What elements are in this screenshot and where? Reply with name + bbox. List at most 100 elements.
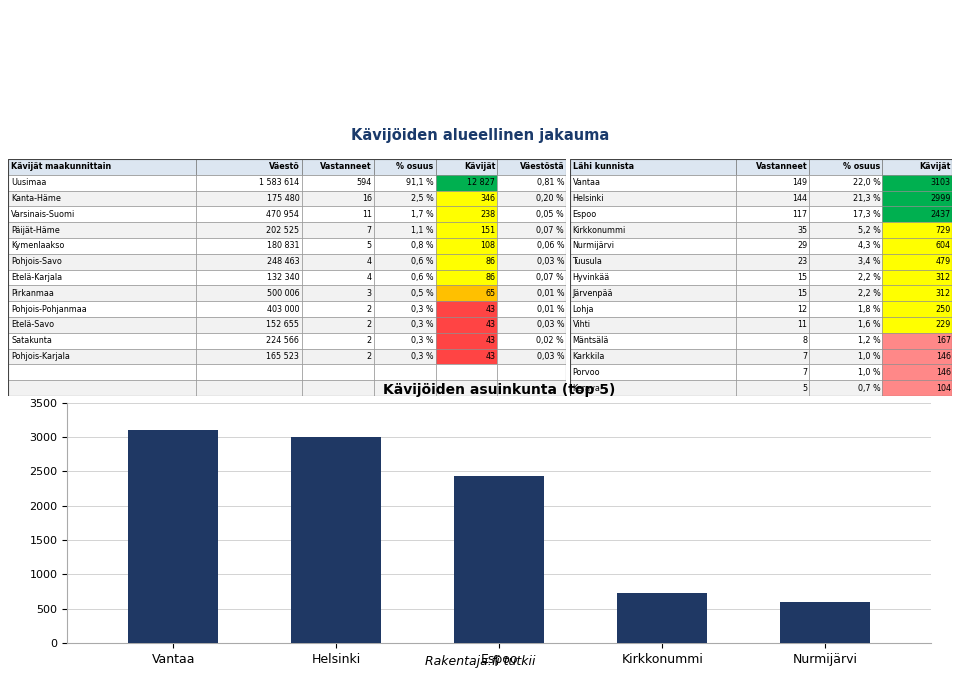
Text: 0,01 %: 0,01 % bbox=[537, 289, 564, 298]
Bar bbox=[809, 286, 882, 301]
Text: 1,2 %: 1,2 % bbox=[858, 336, 880, 345]
Text: 0,02 %: 0,02 % bbox=[537, 336, 564, 345]
Text: Vantaa: Vantaa bbox=[572, 178, 601, 188]
Bar bbox=[882, 364, 952, 380]
Text: 0,6 %: 0,6 % bbox=[411, 273, 434, 282]
Bar bbox=[497, 317, 566, 333]
Text: 2,2 %: 2,2 % bbox=[858, 273, 880, 282]
Text: 594: 594 bbox=[356, 178, 372, 188]
Bar bbox=[197, 191, 301, 206]
Text: Etelä-Savo: Etelä-Savo bbox=[11, 320, 54, 330]
Text: 12 827: 12 827 bbox=[468, 178, 495, 188]
Text: % osuus: % osuus bbox=[396, 162, 434, 171]
Text: 3: 3 bbox=[367, 289, 372, 298]
Bar bbox=[291, 437, 381, 643]
Bar bbox=[301, 222, 374, 238]
Text: 5: 5 bbox=[803, 384, 807, 393]
Bar bbox=[570, 301, 735, 317]
Text: 2999: 2999 bbox=[930, 194, 950, 203]
Bar bbox=[374, 364, 436, 380]
Text: Lähi kunnista: Lähi kunnista bbox=[572, 162, 634, 171]
Bar bbox=[570, 333, 735, 349]
Text: Pohjois-Karjala: Pohjois-Karjala bbox=[11, 352, 70, 361]
Bar bbox=[809, 380, 882, 396]
Text: Varsinais-Suomi: Varsinais-Suomi bbox=[11, 210, 75, 219]
Text: 15: 15 bbox=[798, 289, 807, 298]
Bar bbox=[735, 349, 809, 364]
Text: 43: 43 bbox=[485, 352, 495, 361]
Bar bbox=[8, 364, 197, 380]
Text: 11: 11 bbox=[798, 320, 807, 330]
Bar bbox=[129, 430, 218, 643]
Text: Uusimaa: Uusimaa bbox=[11, 178, 46, 188]
Text: 2: 2 bbox=[367, 352, 372, 361]
Text: Mäntsälä: Mäntsälä bbox=[572, 336, 609, 345]
Bar bbox=[301, 286, 374, 301]
Text: Kävijät: Kävijät bbox=[920, 162, 950, 171]
Bar bbox=[454, 476, 544, 643]
Bar bbox=[809, 191, 882, 206]
Text: 12: 12 bbox=[798, 305, 807, 313]
Bar bbox=[8, 206, 197, 222]
Text: Kerava: Kerava bbox=[572, 384, 600, 393]
Bar bbox=[374, 269, 436, 286]
Text: 21,3 %: 21,3 % bbox=[853, 194, 880, 203]
Text: 312: 312 bbox=[936, 273, 950, 282]
Bar bbox=[497, 269, 566, 286]
Bar bbox=[197, 301, 301, 317]
Bar bbox=[735, 175, 809, 191]
Bar bbox=[570, 175, 735, 191]
Text: Järvenpää: Järvenpää bbox=[572, 289, 613, 298]
Text: 1,0 %: 1,0 % bbox=[858, 368, 880, 377]
Text: Satakunta: Satakunta bbox=[11, 336, 52, 345]
Bar bbox=[436, 254, 497, 269]
Text: 312: 312 bbox=[936, 289, 950, 298]
Text: 4,3 %: 4,3 % bbox=[858, 242, 880, 250]
Text: 0,3 %: 0,3 % bbox=[411, 305, 434, 313]
Text: Karkkila: Karkkila bbox=[572, 352, 605, 361]
Bar bbox=[436, 380, 497, 396]
Text: Kanta-Häme: Kanta-Häme bbox=[11, 194, 60, 203]
Bar bbox=[301, 349, 374, 364]
Bar bbox=[497, 301, 566, 317]
Text: 16: 16 bbox=[362, 194, 372, 203]
Text: 0,3 %: 0,3 % bbox=[411, 320, 434, 330]
Bar bbox=[570, 317, 735, 333]
Text: 2: 2 bbox=[367, 305, 372, 313]
Bar bbox=[436, 269, 497, 286]
Bar bbox=[301, 269, 374, 286]
Text: Vihti: Vihti bbox=[572, 320, 590, 330]
Text: Kävijät maakunnittain: Kävijät maakunnittain bbox=[11, 162, 111, 171]
Text: Kymenlaakso: Kymenlaakso bbox=[11, 242, 64, 250]
Text: Väestöstä: Väestöstä bbox=[519, 162, 564, 171]
Bar bbox=[809, 364, 882, 380]
Text: Pohjois-Savo: Pohjois-Savo bbox=[11, 257, 61, 266]
Text: 11: 11 bbox=[362, 210, 372, 219]
Bar bbox=[8, 301, 197, 317]
Bar bbox=[780, 602, 870, 643]
Bar bbox=[882, 222, 952, 238]
Bar bbox=[197, 364, 301, 380]
Bar bbox=[197, 206, 301, 222]
Bar bbox=[374, 222, 436, 238]
Bar bbox=[197, 380, 301, 396]
Bar bbox=[497, 349, 566, 364]
Text: 1,0 %: 1,0 % bbox=[858, 352, 880, 361]
Text: 4: 4 bbox=[367, 257, 372, 266]
Text: 8: 8 bbox=[803, 336, 807, 345]
Bar bbox=[436, 238, 497, 254]
Text: Vastanneet: Vastanneet bbox=[756, 162, 807, 171]
Bar bbox=[882, 380, 952, 396]
Bar bbox=[301, 254, 374, 269]
Bar bbox=[374, 206, 436, 222]
Text: 144: 144 bbox=[793, 194, 807, 203]
Bar bbox=[8, 222, 197, 238]
Text: 86: 86 bbox=[485, 257, 495, 266]
Text: Porvoo: Porvoo bbox=[572, 368, 600, 377]
Text: 479: 479 bbox=[936, 257, 950, 266]
Text: 104: 104 bbox=[936, 384, 950, 393]
Text: Päijät-Häme: Päijät-Häme bbox=[11, 225, 60, 235]
Bar bbox=[735, 238, 809, 254]
Text: 500 006: 500 006 bbox=[267, 289, 300, 298]
Text: 91,1 %: 91,1 % bbox=[406, 178, 434, 188]
